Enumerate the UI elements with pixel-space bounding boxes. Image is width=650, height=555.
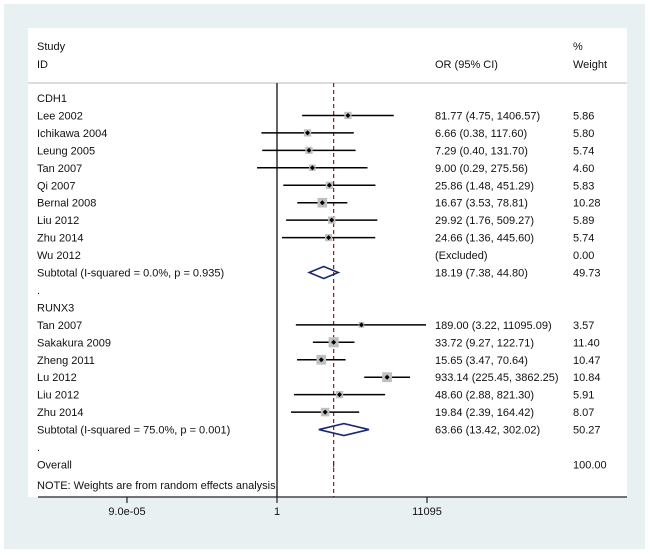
point-estimate — [322, 409, 328, 415]
header-id: ID — [37, 59, 48, 71]
spacer-dot: . — [37, 285, 40, 297]
study-weight: 10.84 — [573, 372, 601, 384]
overall-weight: 100.00 — [573, 459, 607, 471]
study-weight: 5.86 — [573, 110, 594, 122]
point-estimate — [318, 357, 324, 363]
point-estimate — [358, 322, 364, 328]
study-or-ci: 48.60 (2.88, 821.30) — [435, 390, 534, 402]
subtotal-weight: 50.27 — [573, 425, 601, 437]
study-id: Wu 2012 — [37, 250, 81, 262]
study-or-ci: 15.65 (3.47, 70.64) — [435, 355, 528, 367]
study-or-ci: 24.66 (1.36, 445.60) — [435, 233, 534, 245]
x-tick-label: 1 — [274, 506, 280, 518]
study-or-ci: 933.14 (225.45, 3862.25) — [435, 372, 559, 384]
point-estimate — [331, 339, 337, 345]
study-or-ci: 25.86 (1.48, 451.29) — [435, 180, 534, 192]
point-estimate — [326, 235, 332, 241]
study-weight: 5.74 — [573, 233, 594, 245]
study-weight: 10.47 — [573, 355, 601, 367]
study-or-ci: 81.77 (4.75, 1406.57) — [435, 110, 540, 122]
point-estimate — [305, 130, 311, 136]
study-weight: 5.91 — [573, 390, 594, 402]
study-weight: 10.28 — [573, 198, 601, 210]
study-or-ci: 6.66 (0.38, 117.60) — [435, 128, 527, 140]
header-study: Study — [37, 41, 66, 53]
point-estimate — [329, 217, 335, 223]
x-tick-label: 11095 — [412, 506, 442, 518]
study-id: Ichikawa 2004 — [37, 128, 107, 140]
study-or-ci: (Excluded) — [435, 250, 488, 262]
study-or-ci: 29.92 (1.76, 509.27) — [435, 215, 534, 227]
study-id: Sakakura 2009 — [37, 337, 111, 349]
study-id: Liu 2012 — [37, 390, 79, 402]
point-estimate — [319, 200, 325, 206]
study-weight: 0.00 — [573, 250, 594, 262]
study-id: Leung 2005 — [37, 145, 95, 157]
study-id: Zhu 2014 — [37, 407, 83, 419]
study-weight: 5.80 — [573, 128, 594, 140]
header-or: OR (95% CI) — [435, 59, 498, 71]
point-estimate — [309, 165, 315, 171]
study-or-ci: 9.00 (0.29, 275.56) — [435, 163, 528, 175]
subtotal-diamond — [318, 422, 370, 437]
subtotal-diamond — [307, 265, 341, 280]
study-weight: 3.57 — [573, 320, 594, 332]
subtotal-or-ci: 18.19 (7.38, 44.80) — [435, 268, 528, 280]
study-or-ci: 16.67 (3.53, 78.81) — [435, 198, 528, 210]
study-or-ci: 33.72 (9.27, 122.71) — [435, 337, 534, 349]
subtotal-label: Subtotal (I-squared = 0.0%, p = 0.935) — [37, 268, 224, 280]
study-weight: 4.60 — [573, 163, 594, 175]
study-or-ci: 19.84 (2.39, 164.42) — [435, 407, 534, 419]
plot-panel — [28, 28, 627, 497]
point-estimate — [384, 374, 390, 380]
footnote: NOTE: Weights are from random effects an… — [37, 480, 276, 492]
study-id: Lu 2012 — [37, 372, 77, 384]
study-id: Tan 2007 — [37, 163, 82, 175]
spacer-dot: . — [37, 442, 40, 454]
group-label: RUNX3 — [37, 302, 74, 314]
study-weight: 8.07 — [573, 407, 594, 419]
study-id: Tan 2007 — [37, 320, 82, 332]
point-estimate — [306, 147, 312, 153]
study-weight: 5.74 — [573, 145, 594, 157]
study-or-ci: 189.00 (3.22, 11095.09) — [435, 320, 552, 332]
subtotal-label: Subtotal (I-squared = 75.0%, p = 0.001) — [37, 425, 230, 437]
point-estimate — [326, 182, 332, 188]
study-id: Liu 2012 — [37, 215, 79, 227]
overall-label: Overall — [37, 459, 72, 471]
study-weight: 5.89 — [573, 215, 594, 227]
study-weight: 5.83 — [573, 180, 594, 192]
point-estimate — [337, 392, 343, 398]
study-id: Zheng 2011 — [37, 355, 95, 367]
subtotal-weight: 49.73 — [573, 268, 601, 280]
study-id: Qi 2007 — [37, 180, 76, 192]
point-estimate — [345, 112, 351, 118]
study-weight: 11.40 — [573, 337, 600, 349]
study-id: Bernal 2008 — [37, 198, 96, 210]
header-weight: Weight — [573, 59, 607, 71]
study-id: Zhu 2014 — [37, 233, 83, 245]
group-label: CDH1 — [37, 93, 67, 105]
header-weight-percent: % — [573, 41, 583, 53]
x-tick-label: 9.0e-05 — [108, 506, 145, 518]
study-or-ci: 7.29 (0.40, 131.70) — [435, 145, 528, 157]
study-id: Lee 2002 — [37, 110, 83, 122]
subtotal-or-ci: 63.66 (13.42, 302.02) — [435, 425, 540, 437]
